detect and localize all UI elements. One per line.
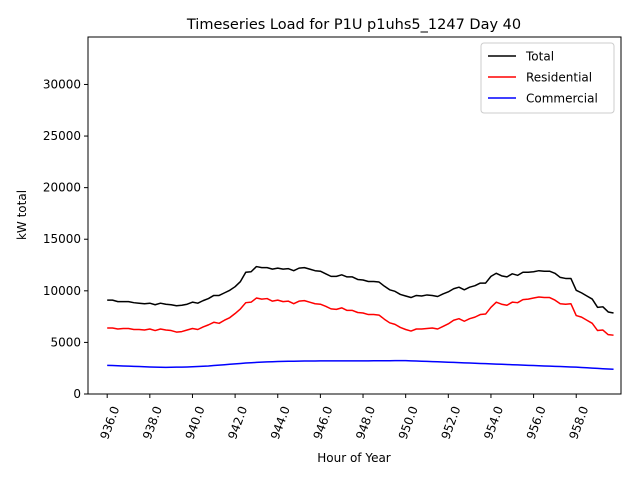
x-tick-label: 956.0 — [524, 404, 549, 441]
x-tick-label: 944.0 — [268, 404, 293, 441]
y-tick-label: 15000 — [43, 232, 81, 246]
series-line-commercial — [107, 359, 614, 370]
x-tick-label: 938.0 — [140, 404, 165, 441]
plot-lines — [107, 265, 614, 370]
x-axis-label: Hour of Year — [317, 451, 391, 465]
x-tick-label: 952.0 — [438, 404, 463, 441]
x-tick-label: 940.0 — [183, 404, 208, 441]
y-axis: 0 5000 10000 15000 20000 25000 30000 — [43, 77, 88, 401]
x-tick-label: 958.0 — [566, 404, 591, 441]
x-tick-label: 950.0 — [396, 404, 421, 441]
y-tick-label: 10000 — [43, 284, 81, 298]
series-line-residential — [107, 296, 614, 336]
y-tick-label: 0 — [73, 387, 81, 401]
x-tick-label: 942.0 — [225, 404, 250, 441]
y-tick-label: 30000 — [43, 77, 81, 91]
x-tick-label: 948.0 — [353, 404, 378, 441]
legend-label-commercial: Commercial — [526, 92, 598, 106]
x-tick-label: 954.0 — [481, 404, 506, 441]
x-axis: 936.0 938.0 940.0 942.0 944.0 946.0 948.0 950.0… — [97, 394, 591, 441]
y-axis-label: kW total — [15, 190, 29, 240]
legend-label-residential: Residential — [526, 71, 592, 85]
x-tick-label: 936.0 — [97, 404, 122, 441]
legend: Total Residential Commercial — [480, 42, 615, 114]
legend-box — [480, 42, 615, 114]
y-tick-label: 5000 — [50, 335, 81, 349]
plot-frame — [87, 36, 622, 395]
y-tick-label: 25000 — [43, 129, 81, 143]
x-tick-label: 946.0 — [311, 404, 336, 441]
y-tick-label: 20000 — [43, 181, 81, 195]
legend-label-total: Total — [525, 50, 554, 64]
series-line-total — [107, 265, 614, 314]
chart-title: Timeseries Load for P1U p1uhs5_1247 Day … — [186, 17, 521, 33]
